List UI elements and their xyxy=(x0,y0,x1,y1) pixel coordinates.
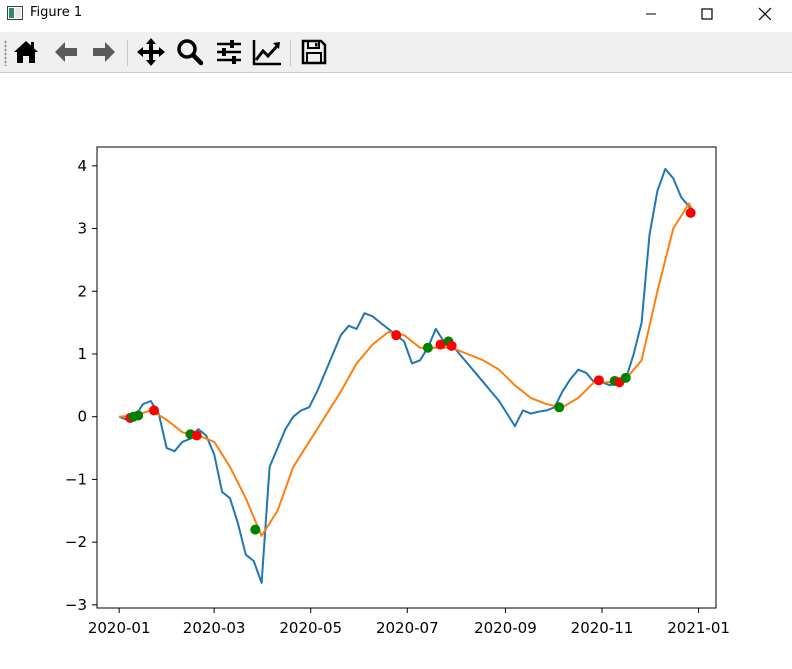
x-tick-label: 2020-11 xyxy=(571,619,634,637)
save-button[interactable] xyxy=(298,36,330,68)
y-tick-label: −2 xyxy=(65,533,87,551)
series-layer xyxy=(118,168,694,584)
close-button[interactable] xyxy=(742,0,788,28)
data-point-marker xyxy=(250,524,261,535)
data-point-marker xyxy=(435,339,446,350)
maximize-button[interactable] xyxy=(684,0,730,28)
series-line-2 xyxy=(119,202,694,537)
y-tick-label: 3 xyxy=(77,220,87,238)
floppy-disk-icon xyxy=(301,39,327,65)
x-tick-label: 2021-01 xyxy=(667,619,730,637)
toolbar-separator xyxy=(127,40,128,66)
data-point-marker xyxy=(446,340,457,351)
x-tick-label: 2020-07 xyxy=(376,619,439,637)
data-point-marker xyxy=(191,430,202,441)
x-tick-label: 2020-05 xyxy=(279,619,342,637)
home-icon xyxy=(14,41,38,63)
forward-button[interactable] xyxy=(88,36,120,68)
x-tick-label: 2020-09 xyxy=(474,619,537,637)
minimize-button[interactable] xyxy=(628,0,674,28)
configure-subplots-button[interactable] xyxy=(213,36,245,68)
y-tick-label: 0 xyxy=(77,408,87,426)
maximize-icon xyxy=(701,8,713,20)
edit-axes-button[interactable] xyxy=(251,36,283,68)
series-line-1 xyxy=(118,168,694,584)
app-icon xyxy=(7,6,23,20)
arrow-left-icon xyxy=(55,42,77,62)
x-tick-label: 2020-01 xyxy=(88,619,151,637)
back-button[interactable] xyxy=(50,36,82,68)
close-icon xyxy=(758,7,772,21)
y-tick-label: −1 xyxy=(65,470,87,488)
marker-layer xyxy=(125,207,696,535)
x-tick-label: 2020-03 xyxy=(183,619,246,637)
data-point-marker xyxy=(148,405,159,416)
sliders-icon xyxy=(217,40,241,64)
data-point-marker xyxy=(391,330,402,341)
pan-button[interactable] xyxy=(135,36,167,68)
toolbar-grip[interactable] xyxy=(4,40,7,66)
y-axis: 4 3 2 1 0 −1 −2 −3 xyxy=(65,157,97,614)
zoom-button[interactable] xyxy=(174,36,206,68)
toolbar-separator xyxy=(290,40,291,66)
minimize-icon xyxy=(646,13,656,15)
line-chart-icon xyxy=(252,40,281,66)
y-tick-label: 1 xyxy=(77,345,87,363)
arrow-right-icon xyxy=(93,42,115,62)
home-button[interactable] xyxy=(10,36,42,68)
data-point-marker xyxy=(422,342,433,353)
navigation-toolbar xyxy=(0,32,792,73)
data-point-marker xyxy=(620,372,631,383)
title-bar: Figure 1 xyxy=(0,0,792,28)
data-point-marker xyxy=(685,207,696,218)
data-point-marker xyxy=(593,375,604,386)
magnifier-icon xyxy=(177,39,204,66)
axes-frame xyxy=(96,146,717,609)
x-axis: 2020-01 2020-03 2020-05 2020-07 2020-09 2020-… xyxy=(88,608,730,637)
data-point-marker xyxy=(133,410,144,421)
y-tick-label: −3 xyxy=(65,596,87,614)
move-icon xyxy=(137,38,165,66)
y-tick-label: 4 xyxy=(77,157,87,175)
data-point-marker xyxy=(554,402,565,413)
window-title: Figure 1 xyxy=(30,5,83,20)
y-tick-label: 2 xyxy=(77,282,87,300)
